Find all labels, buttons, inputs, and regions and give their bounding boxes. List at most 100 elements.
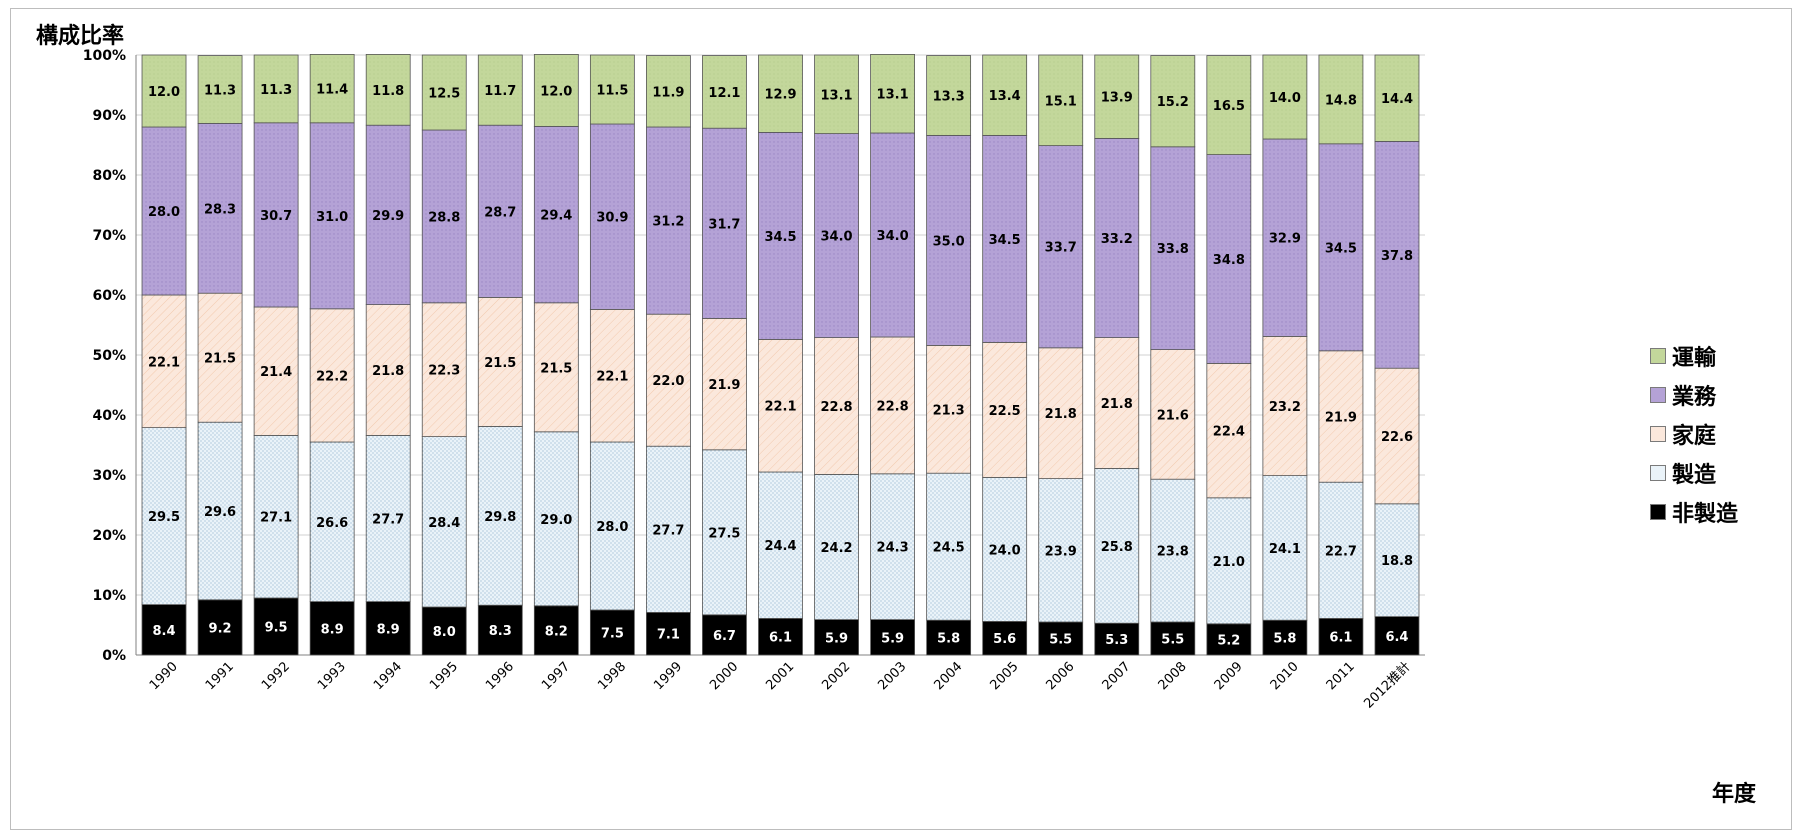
bar-segment — [646, 313, 691, 447]
bar-segment — [814, 54, 859, 134]
data-label: 35.0 — [933, 234, 965, 249]
data-label: 34.5 — [1325, 241, 1357, 256]
data-label: 14.0 — [1269, 91, 1301, 106]
chart-frame — [10, 8, 1792, 830]
bar-segment — [982, 54, 1028, 136]
bar-segment — [253, 54, 299, 124]
bar-segment — [982, 341, 1028, 478]
legend-swatch-household — [1650, 425, 1666, 442]
data-label: 16.5 — [1213, 99, 1245, 114]
data-label: 22.6 — [1381, 430, 1413, 445]
bar-segment — [814, 337, 859, 475]
data-label: 9.5 — [265, 621, 288, 636]
bar-segment — [646, 445, 691, 613]
x-tick-label: 1991 — [203, 659, 237, 693]
bar-segment — [1094, 467, 1140, 624]
bar-segment — [589, 54, 635, 125]
bar-segment — [870, 132, 915, 338]
legend-item-business: 業務 — [1650, 375, 1738, 414]
bar-segment — [1206, 154, 1252, 364]
bar-segment — [1374, 616, 1420, 656]
data-label: 31.7 — [708, 217, 740, 232]
data-label: 22.8 — [821, 400, 853, 415]
data-label: 22.2 — [316, 369, 348, 384]
data-label: 8.9 — [377, 622, 400, 637]
y-tick-label: 70% — [92, 228, 126, 244]
data-label: 5.8 — [1273, 632, 1296, 647]
data-label: 21.5 — [204, 352, 236, 367]
x-tick-label: 1992 — [259, 659, 293, 693]
bar-segment — [477, 296, 523, 427]
bar-segment — [1262, 138, 1308, 337]
data-label: 12.1 — [708, 86, 740, 101]
data-label: 12.0 — [148, 85, 180, 100]
bar-segment — [421, 302, 467, 437]
data-label: 21.0 — [1213, 555, 1245, 570]
x-tick-label: 1998 — [595, 659, 629, 693]
data-label: 30.9 — [596, 211, 628, 226]
bar-segment — [365, 434, 411, 602]
bar-segment — [141, 427, 187, 606]
bar-segment — [758, 471, 803, 619]
data-label: 33.2 — [1101, 232, 1133, 247]
data-label: 31.2 — [652, 215, 684, 230]
bar-segment — [421, 54, 467, 131]
data-label: 5.9 — [825, 631, 848, 646]
data-label: 24.2 — [821, 541, 853, 556]
bar-segment — [870, 619, 915, 656]
bar-segment — [197, 123, 243, 294]
x-tick-label: 1990 — [147, 659, 181, 693]
legend-label-business: 業務 — [1672, 384, 1717, 410]
data-label: 22.1 — [764, 400, 796, 415]
x-axis-label: 年度 — [1712, 782, 1757, 807]
bar-segment — [1262, 335, 1308, 476]
bar-segment — [926, 344, 972, 474]
data-label: 23.2 — [1269, 400, 1301, 415]
bar-segment — [1094, 337, 1140, 469]
bar-segment — [702, 55, 747, 129]
legend-item-non-manufacturing: 非製造 — [1650, 492, 1738, 531]
data-label: 21.3 — [933, 403, 965, 418]
data-label: 21.5 — [540, 361, 572, 376]
data-label: 8.9 — [321, 622, 344, 637]
bar-segment — [1150, 55, 1196, 148]
data-label: 21.8 — [1045, 407, 1077, 422]
bar-segment — [926, 619, 972, 656]
legend-item-manufacturing: 製造 — [1650, 453, 1738, 492]
data-label: 22.1 — [596, 370, 628, 385]
data-label: 22.0 — [652, 374, 684, 389]
legend-swatch-transport — [1650, 347, 1666, 364]
data-label: 5.2 — [1217, 633, 1240, 648]
bar-segment — [365, 54, 411, 126]
data-label: 7.1 — [657, 628, 680, 643]
data-label: 29.5 — [148, 510, 180, 525]
bar-segment — [141, 54, 187, 128]
x-tick-label: 2000 — [707, 659, 741, 693]
data-label: 12.5 — [428, 87, 460, 102]
bar-segment — [1374, 140, 1420, 369]
x-tick-label: 2010 — [1268, 659, 1302, 693]
bar-segment — [1150, 478, 1196, 623]
bar-segment — [1262, 619, 1308, 656]
x-tick-label: 1993 — [315, 659, 349, 693]
legend-label-non-manufacturing: 非製造 — [1672, 501, 1739, 527]
bar-segment — [309, 308, 355, 443]
bar-segment — [421, 129, 467, 304]
data-label: 37.8 — [1381, 249, 1413, 264]
bar-segment — [197, 55, 243, 124]
x-tick-label: 2009 — [1212, 659, 1246, 693]
y-tick-label: 0% — [102, 648, 126, 664]
bar-segment — [926, 472, 972, 621]
bar-segment — [814, 619, 859, 656]
bar-segment — [197, 292, 243, 423]
chart-title: 構成比率 — [36, 24, 125, 49]
bar-segment — [141, 126, 187, 296]
data-label: 6.4 — [1385, 630, 1408, 645]
data-label: 24.0 — [989, 543, 1021, 558]
bar-segment — [1206, 497, 1252, 625]
x-tick-label: 1996 — [483, 659, 517, 693]
bar-segment — [533, 605, 579, 656]
data-label: 21.4 — [260, 365, 292, 380]
data-label: 5.6 — [993, 632, 1016, 647]
data-label: 28.0 — [596, 520, 628, 535]
